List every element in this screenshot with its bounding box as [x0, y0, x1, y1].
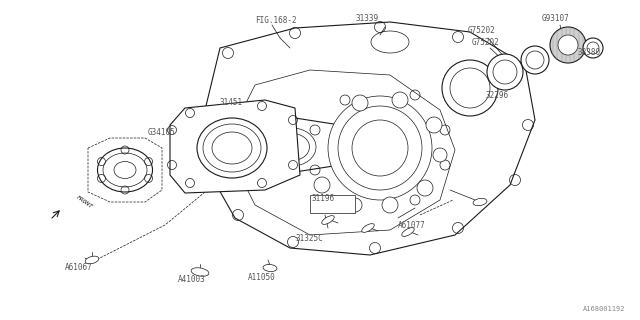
- Text: 32296: 32296: [485, 91, 508, 100]
- Polygon shape: [205, 22, 535, 255]
- Circle shape: [314, 177, 330, 193]
- Text: 31325C: 31325C: [295, 234, 323, 243]
- Text: A11050: A11050: [248, 274, 276, 283]
- Text: 31451: 31451: [220, 98, 243, 107]
- Circle shape: [338, 106, 422, 190]
- Circle shape: [526, 51, 544, 69]
- Ellipse shape: [85, 256, 99, 264]
- Circle shape: [433, 148, 447, 162]
- Ellipse shape: [114, 162, 136, 179]
- Text: A168001192: A168001192: [582, 306, 625, 312]
- Circle shape: [328, 96, 432, 200]
- Polygon shape: [88, 138, 162, 202]
- Circle shape: [382, 197, 398, 213]
- Polygon shape: [245, 118, 340, 172]
- Polygon shape: [235, 70, 455, 235]
- Circle shape: [392, 92, 408, 108]
- Ellipse shape: [197, 118, 267, 178]
- Text: G75202: G75202: [472, 37, 500, 46]
- Circle shape: [450, 68, 490, 108]
- Text: A41003: A41003: [178, 276, 205, 284]
- Text: FRONT: FRONT: [75, 195, 93, 209]
- Ellipse shape: [263, 264, 277, 272]
- Circle shape: [587, 42, 599, 54]
- Text: G93107: G93107: [542, 13, 570, 22]
- Text: G75202: G75202: [468, 26, 496, 35]
- Ellipse shape: [212, 132, 252, 164]
- Text: A61077: A61077: [398, 220, 426, 229]
- Circle shape: [487, 54, 523, 90]
- Circle shape: [583, 38, 603, 58]
- Circle shape: [352, 120, 408, 176]
- Text: 38380: 38380: [578, 47, 601, 57]
- Circle shape: [550, 27, 586, 63]
- Ellipse shape: [191, 268, 209, 276]
- FancyBboxPatch shape: [310, 195, 355, 213]
- Ellipse shape: [473, 198, 487, 206]
- Ellipse shape: [203, 124, 261, 172]
- Circle shape: [352, 95, 368, 111]
- Text: G34105: G34105: [148, 127, 176, 137]
- Text: 31339: 31339: [355, 13, 378, 22]
- Text: A61067: A61067: [65, 263, 93, 273]
- Ellipse shape: [97, 148, 152, 192]
- Circle shape: [493, 60, 517, 84]
- Circle shape: [426, 117, 442, 133]
- Polygon shape: [170, 100, 300, 193]
- Text: FIG.168-2: FIG.168-2: [255, 15, 296, 25]
- Text: 31196: 31196: [312, 194, 335, 203]
- Ellipse shape: [268, 128, 316, 166]
- Ellipse shape: [275, 133, 310, 161]
- Circle shape: [442, 60, 498, 116]
- Circle shape: [417, 180, 433, 196]
- Ellipse shape: [322, 216, 334, 224]
- Circle shape: [521, 46, 549, 74]
- Ellipse shape: [103, 153, 147, 187]
- Circle shape: [558, 35, 578, 55]
- Ellipse shape: [362, 224, 374, 232]
- Ellipse shape: [402, 228, 414, 236]
- Circle shape: [348, 198, 362, 212]
